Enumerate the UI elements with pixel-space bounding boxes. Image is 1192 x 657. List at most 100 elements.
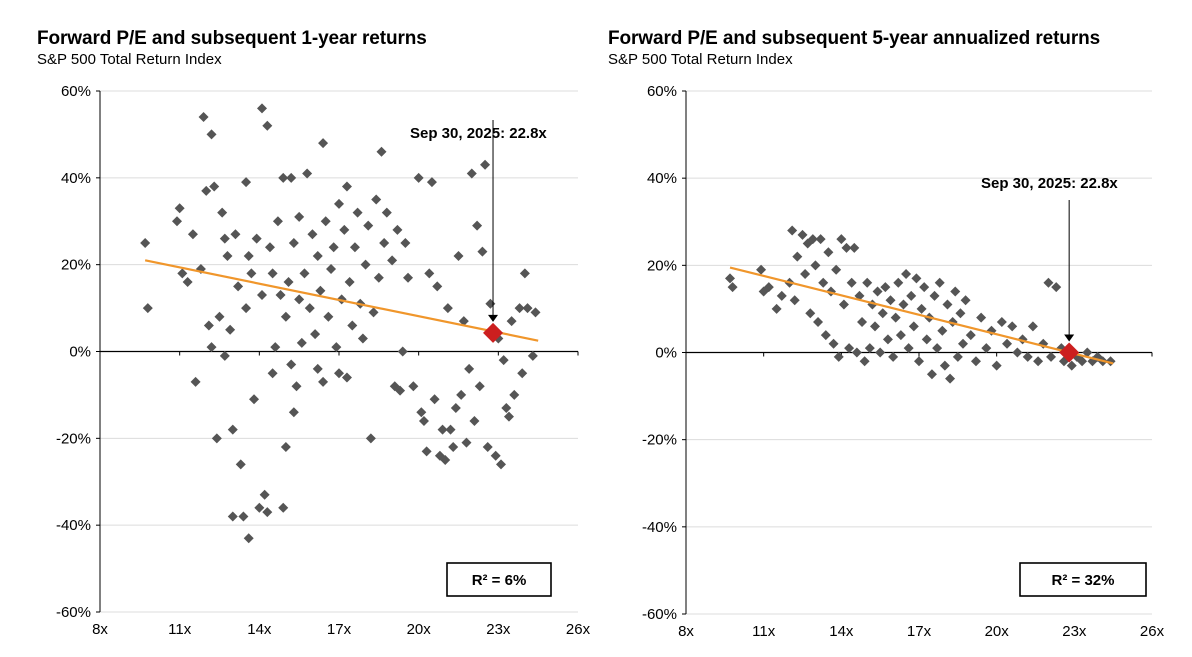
data-point — [413, 172, 424, 183]
data-point — [818, 277, 829, 288]
data-point — [400, 237, 411, 248]
data-point — [844, 343, 855, 354]
data-point — [304, 303, 315, 314]
data-point — [352, 207, 363, 218]
data-point — [466, 168, 477, 179]
data-point — [387, 255, 398, 266]
data-point — [942, 299, 953, 310]
data-point — [506, 316, 517, 327]
data-point — [230, 229, 241, 240]
data-point — [440, 455, 451, 466]
data-point — [302, 168, 313, 179]
data-point — [299, 268, 310, 279]
y-tick-label: -40% — [56, 517, 91, 534]
data-point — [472, 220, 483, 231]
data-point — [800, 269, 811, 280]
data-point — [862, 277, 873, 288]
x-tick-label: 20x — [985, 623, 1010, 640]
scatter-plot-5yr: 60% 40% 20% 0% -20% -40% -60%8x 11x 14x 17x 20x 23x… — [642, 83, 1165, 640]
data-point — [864, 343, 875, 354]
data-point — [418, 415, 429, 426]
data-point — [416, 407, 427, 418]
data-point — [217, 207, 228, 218]
data-point — [341, 372, 352, 383]
data-point — [315, 285, 326, 296]
data-point — [177, 268, 188, 279]
data-point — [381, 207, 392, 218]
data-point — [349, 242, 360, 253]
data-point — [206, 342, 217, 353]
trend-line — [144, 259, 539, 342]
data-point — [849, 242, 860, 253]
chart-panel-5yr: Forward P/E and subsequent 5-year annual… — [596, 0, 1192, 657]
data-point — [1077, 356, 1088, 367]
x-tick-label: 8x — [92, 621, 108, 638]
data-point — [926, 369, 937, 380]
y-tick-label: -60% — [642, 606, 677, 623]
y-tick-label: 0% — [655, 345, 677, 362]
data-point — [347, 320, 358, 331]
data-point — [331, 342, 342, 353]
data-point — [334, 368, 344, 379]
data-point — [426, 177, 437, 188]
data-point — [235, 459, 246, 470]
data-point — [203, 320, 214, 331]
y-tick-label: 60% — [61, 83, 91, 100]
chart-panel-1yr: Forward P/E and subsequent 1-year return… — [37, 28, 591, 638]
data-point — [272, 216, 283, 227]
annotation-label: Sep 30, 2025: 22.8x — [981, 175, 1118, 192]
data-point — [344, 277, 355, 288]
data-point — [872, 286, 883, 297]
data-point — [243, 250, 254, 261]
data-point — [950, 286, 961, 297]
data-point — [310, 329, 321, 340]
data-point — [211, 433, 222, 444]
data-point — [296, 337, 307, 348]
data-point — [955, 308, 966, 319]
data-point — [495, 459, 506, 470]
data-point — [238, 511, 249, 522]
r-squared-label: R² = 6% — [472, 572, 527, 589]
data-point — [429, 394, 440, 405]
data-point — [360, 259, 371, 270]
y-tick-label: -20% — [56, 430, 91, 447]
data-point — [901, 269, 912, 280]
data-point — [776, 290, 787, 301]
data-point — [893, 277, 904, 288]
data-point — [219, 350, 230, 361]
data-point — [815, 234, 826, 245]
data-point — [288, 237, 299, 248]
data-point — [379, 237, 390, 248]
data-point — [286, 172, 297, 183]
data-point — [823, 247, 834, 258]
y-tick-label: 40% — [647, 170, 677, 187]
data-point — [960, 295, 971, 306]
data-point — [797, 229, 808, 240]
data-point — [464, 363, 475, 374]
annotation-arrowhead — [488, 314, 499, 322]
data-point — [789, 295, 800, 306]
data-point — [482, 442, 493, 453]
data-point — [222, 250, 233, 261]
data-point — [1066, 360, 1077, 371]
data-point — [187, 229, 198, 240]
data-point — [882, 334, 893, 345]
data-point — [503, 411, 514, 422]
data-point — [286, 359, 297, 370]
data-point — [219, 233, 230, 244]
data-point — [172, 216, 183, 227]
data-point — [259, 489, 270, 500]
data-point — [174, 203, 185, 214]
x-tick-label: 23x — [1062, 623, 1087, 640]
data-point — [906, 290, 917, 301]
data-point — [233, 281, 244, 292]
data-point — [225, 324, 236, 335]
data-point — [278, 502, 289, 513]
data-point — [1002, 338, 1013, 349]
data-point — [294, 294, 305, 305]
data-point — [371, 194, 382, 205]
data-point — [929, 290, 940, 301]
data-point — [206, 129, 217, 140]
data-point — [807, 234, 818, 245]
data-point — [976, 312, 987, 323]
